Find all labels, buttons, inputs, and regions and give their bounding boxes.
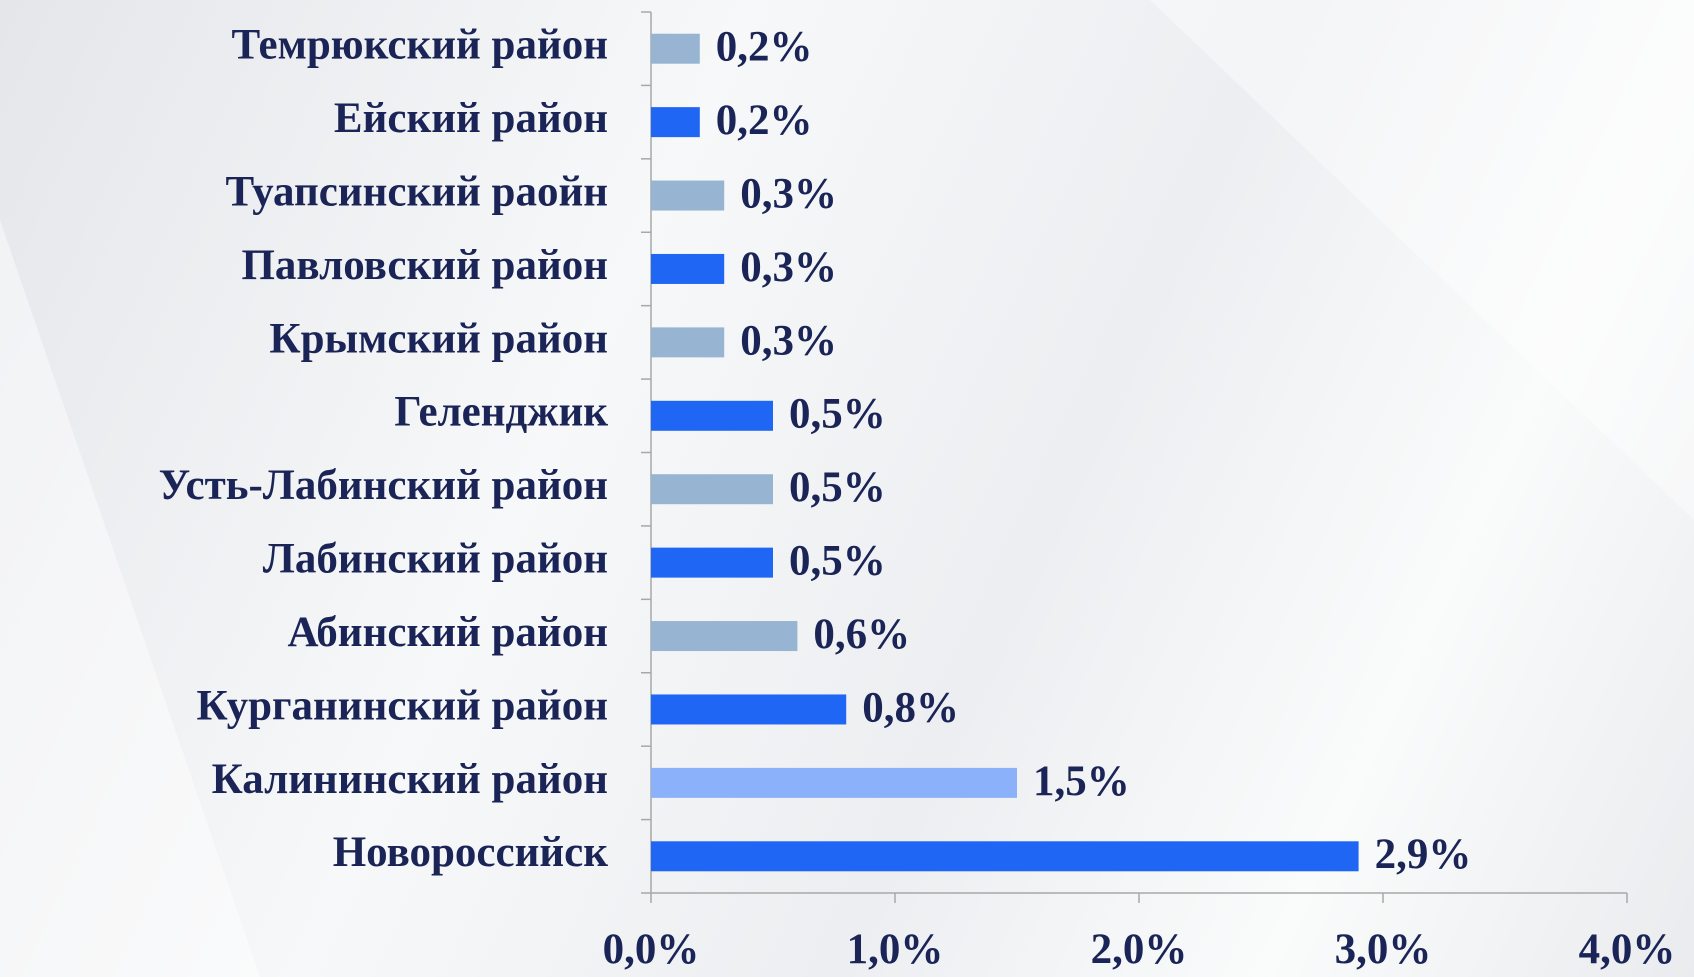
x-tick-label: 0,0% <box>603 926 700 973</box>
y-tick-label: Курганинский район <box>196 682 608 729</box>
y-tick-label: Темрюкский район <box>231 22 608 69</box>
bar <box>651 253 725 284</box>
y-tick-label: Новороссийск <box>333 829 609 876</box>
bar <box>651 694 847 725</box>
bar <box>651 327 725 358</box>
value-label: 0,3% <box>740 170 837 217</box>
x-tick-label: 2,0% <box>1091 926 1188 973</box>
value-label: 0,2% <box>716 97 813 144</box>
bar <box>651 474 773 505</box>
bar <box>651 621 798 652</box>
value-label: 0,5% <box>789 464 886 511</box>
bar <box>651 400 773 431</box>
y-tick-label: Лабинский район <box>263 536 608 583</box>
y-tick-label: Абинский район <box>287 609 608 656</box>
value-label: 0,5% <box>789 538 886 585</box>
bar <box>651 767 1017 798</box>
value-label: 0,3% <box>740 244 837 291</box>
value-label: 0,3% <box>740 317 837 364</box>
bar <box>651 547 773 578</box>
y-tick-label: Крымский район <box>269 315 608 362</box>
background-shape <box>0 220 260 977</box>
x-tick-label: 4,0% <box>1579 926 1676 973</box>
value-label: 2,9% <box>1375 831 1472 878</box>
y-tick-label: Геленджик <box>394 389 608 436</box>
value-label: 0,5% <box>789 391 886 438</box>
x-tick-label: 3,0% <box>1335 926 1432 973</box>
background-shape <box>1150 0 1694 520</box>
value-label: 0,2% <box>716 24 813 71</box>
y-tick-label: Усть-Лабинский район <box>159 462 608 509</box>
y-tick-label: Ейский район <box>334 95 608 142</box>
x-tick-label: 1,0% <box>847 926 944 973</box>
y-tick-label: Туапсинский раойн <box>226 168 608 215</box>
bar <box>651 180 725 211</box>
value-label: 0,6% <box>813 611 910 658</box>
y-tick-label: Павловский район <box>241 242 608 289</box>
value-label: 1,5% <box>1033 758 1130 805</box>
y-tick-label: Калининский район <box>212 756 608 803</box>
value-label: 0,8% <box>862 684 959 731</box>
bar <box>651 107 700 138</box>
bar <box>651 841 1359 872</box>
bar <box>651 33 700 64</box>
